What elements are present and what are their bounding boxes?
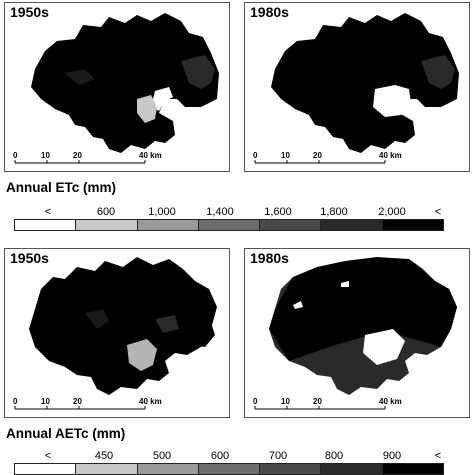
- legend-swatch: [15, 464, 77, 474]
- legend-swatch: [260, 464, 322, 474]
- legend-label: <: [434, 206, 442, 218]
- legend-swatch: [321, 464, 383, 474]
- legend-label: 500: [152, 450, 172, 462]
- scale-label-10: 10: [281, 151, 290, 160]
- legend-label: <: [44, 206, 52, 218]
- scale-bar: 0 10 20 40 km: [253, 397, 402, 410]
- legend-title-aetc: Annual AETc (mm): [6, 426, 126, 441]
- legend-label: 1,600: [264, 206, 292, 218]
- scale-label-0: 0: [253, 397, 258, 406]
- legend-swatch: [382, 464, 443, 474]
- scale-label-40: 40 km: [379, 397, 402, 406]
- legend-label: 2,000: [378, 206, 406, 218]
- legend-label: 600: [210, 450, 230, 462]
- map-panel-etc-1950s: 0 10 20 40 km 1950s: [4, 2, 230, 172]
- legend-swatch: [198, 464, 261, 474]
- scale-bar: 0 10 20 40 km: [13, 151, 162, 164]
- legend-swatch: [198, 220, 261, 230]
- scale-label-40: 40 km: [139, 151, 162, 160]
- legend-swatch: [76, 220, 138, 230]
- scale-label-10: 10: [41, 151, 50, 160]
- legend-label: 450: [94, 450, 114, 462]
- map-panel-etc-1980s: 0 10 20 40 km 1980s: [244, 2, 470, 172]
- landmass: [31, 13, 219, 153]
- legend-label: 800: [324, 450, 344, 462]
- landmass: [271, 13, 459, 153]
- map-title: 1950s: [8, 250, 51, 266]
- scale-bar: 0 10 20 40 km: [253, 151, 402, 164]
- map-aetc-1950s: 0 10 20 40 km: [13, 257, 217, 410]
- scale-label-0: 0: [13, 397, 18, 406]
- legend-swatch: [137, 464, 199, 474]
- legend-title-etc: Annual ETc (mm): [6, 180, 117, 195]
- map-etc-1980s: 0 10 20 40 km: [253, 13, 459, 164]
- scale-label-20: 20: [73, 151, 82, 160]
- scale-label-0: 0: [13, 151, 18, 160]
- legend-swatch: [260, 220, 322, 230]
- legend-label: <: [44, 450, 52, 462]
- scale-label-40: 40 km: [139, 397, 162, 406]
- legend-bar-aetc: [14, 463, 444, 475]
- legend-label: 1,000: [148, 206, 176, 218]
- legend-label: 1,400: [206, 206, 234, 218]
- scale-label-20: 20: [313, 397, 322, 406]
- scale-bar: 0 10 20 40 km: [13, 397, 162, 410]
- map-panel-aetc-1980s: 0 10 20 40 km 1980s: [244, 248, 470, 418]
- legend-swatch: [382, 220, 443, 230]
- landmass: [29, 257, 217, 395]
- map-panel-aetc-1950s: 0 10 20 40 km 1950s: [4, 248, 230, 418]
- map-title: 1980s: [248, 250, 291, 266]
- legend-label: 600: [96, 206, 116, 218]
- legend-swatch: [321, 220, 383, 230]
- map-aetc-1980s: 0 10 20 40 km: [253, 257, 457, 410]
- landmass: [269, 257, 457, 395]
- legend-label: 700: [268, 450, 288, 462]
- legend-bar-etc: [14, 219, 444, 231]
- legend-label: 900: [382, 450, 402, 462]
- map-etc-1950s: 0 10 20 40 km: [13, 13, 219, 164]
- map-title: 1950s: [8, 4, 51, 20]
- legend-label: <: [434, 450, 442, 462]
- map-title: 1980s: [248, 4, 291, 20]
- scale-label-20: 20: [73, 397, 82, 406]
- scale-label-40: 40 km: [379, 151, 402, 160]
- legend-label: 1,800: [320, 206, 348, 218]
- scale-label-10: 10: [281, 397, 290, 406]
- legend-swatch: [76, 464, 138, 474]
- legend-swatch: [15, 220, 77, 230]
- scale-label-10: 10: [41, 397, 50, 406]
- legend-swatch: [137, 220, 199, 230]
- scale-label-20: 20: [313, 151, 322, 160]
- scale-label-0: 0: [253, 151, 258, 160]
